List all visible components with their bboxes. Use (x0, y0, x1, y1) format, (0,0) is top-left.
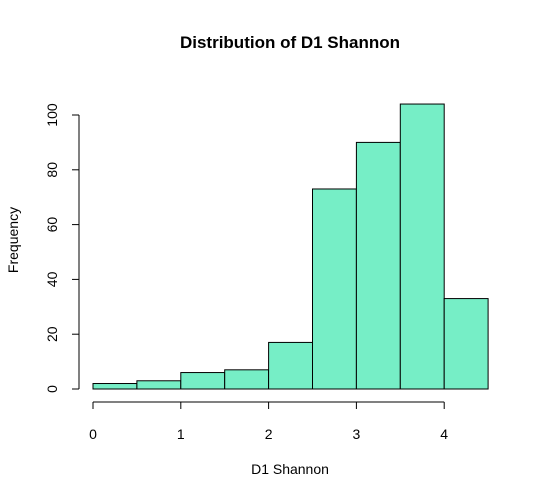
x-axis-label: D1 Shannon (251, 461, 329, 477)
y-tick-label: 80 (44, 162, 60, 178)
histogram-bar (312, 188, 357, 390)
x-tick-label: 0 (89, 426, 97, 442)
x-tick-label: 2 (265, 426, 273, 442)
histogram-bar (180, 372, 226, 390)
histogram-bar (136, 380, 182, 390)
y-tick-label: 20 (44, 326, 60, 342)
histogram-bar (224, 369, 270, 390)
histogram-bar (443, 298, 489, 390)
x-tick-label: 4 (440, 426, 448, 442)
x-axis: 0 1 2 3 4 (89, 401, 448, 442)
x-tick-label: 1 (177, 426, 185, 442)
x-tick-label: 3 (353, 426, 361, 442)
y-tick-label: 60 (44, 217, 60, 233)
histogram-bar (355, 141, 401, 390)
histogram-bar (399, 103, 445, 390)
y-tick-label: 100 (44, 103, 60, 127)
y-tick-label: 40 (44, 271, 60, 287)
y-tick-label: 0 (44, 385, 60, 393)
y-axis-label: Frequency (5, 207, 21, 273)
chart-title: Distribution of D1 Shannon (180, 33, 400, 52)
histogram-bar (92, 383, 138, 390)
y-axis: 0 20 40 60 80 100 (44, 103, 80, 393)
histogram-bar (268, 341, 314, 390)
bars-group (92, 103, 489, 390)
